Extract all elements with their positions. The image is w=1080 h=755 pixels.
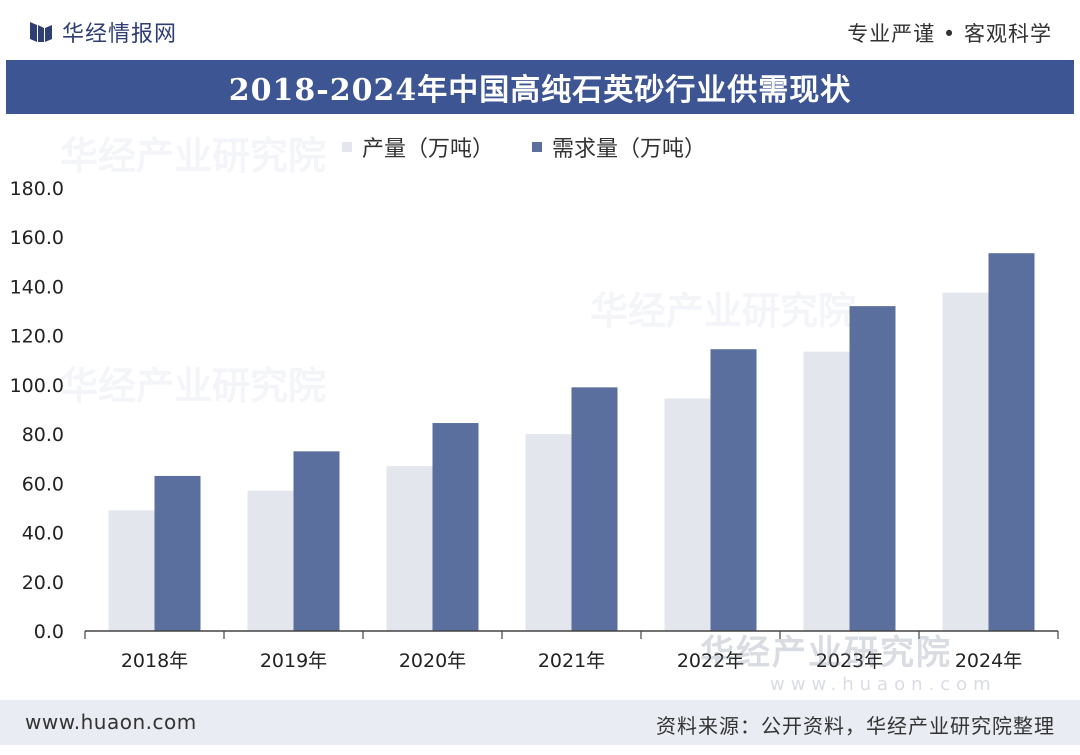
y-tick-label: 0.0 [34, 621, 64, 643]
y-tick-label: 20.0 [22, 572, 64, 594]
bar-demand [988, 253, 1035, 631]
y-tick-label: 120.0 [10, 326, 64, 348]
y-tick-label: 180.0 [10, 178, 64, 200]
bar-demand [571, 387, 618, 631]
brand-logo-icon [30, 22, 52, 42]
x-tick-label: 2020年 [399, 650, 466, 672]
bar-demand [849, 306, 896, 631]
legend-label-demand: 需求量（万吨） [552, 137, 707, 162]
bar-demand [293, 451, 340, 631]
bar-production [942, 292, 989, 631]
y-tick-label: 100.0 [10, 375, 64, 397]
bar-demand [710, 349, 757, 631]
y-tick-label: 60.0 [22, 473, 64, 495]
legend-swatch-demand [532, 142, 543, 152]
tagline: 专业严谨 • 客观科学 [847, 22, 1052, 46]
bar-production [664, 398, 711, 631]
x-tick-label: 2022年 [677, 650, 744, 672]
legend-label-production: 产量（万吨） [362, 137, 495, 162]
x-tick-label: 2024年 [955, 650, 1022, 672]
footer: www.huaon.com 资料来源：公开资料，华经产业研究院整理 [0, 700, 1080, 745]
y-tick-label: 160.0 [10, 227, 64, 249]
chart-title: 2018-2024年中国高纯石英砂行业供需现状 [228, 73, 852, 108]
brand-name: 华经情报网 [62, 22, 178, 47]
legend-item-production: 产量（万吨） [342, 131, 494, 163]
y-tick-label: 40.0 [22, 523, 64, 545]
legend-item-demand: 需求量（万吨） [532, 131, 706, 163]
top-bar: 华经情报网 专业严谨 • 客观科学 [0, 0, 1080, 60]
bar-production [386, 466, 433, 631]
legend-swatch-production [342, 142, 352, 152]
brand: 华经情报网 [30, 18, 178, 47]
footer-source: 资料来源：公开资料，华经产业研究院整理 [656, 714, 1055, 738]
chart-legend: 产量（万吨） 需求量（万吨） [342, 132, 744, 162]
bar-production [108, 510, 155, 631]
x-tick-label: 2023年 [816, 650, 883, 672]
watermark-url: www.huaon.com [770, 674, 997, 695]
y-tick-label: 140.0 [10, 276, 64, 298]
x-tick-label: 2018年 [121, 650, 188, 672]
bar-demand [154, 475, 201, 631]
bar-chart: 0.0 20.0 40.0 60.0 80.0 100.0 120.0 140.0 160.0 1… [10, 178, 1059, 672]
x-tick-label: 2021年 [538, 650, 605, 672]
bar-production [247, 490, 294, 631]
footer-url: www.huaon.com [25, 710, 197, 734]
title-banner: 2018-2024年中国高纯石英砂行业供需现状 [6, 60, 1074, 114]
y-tick-label: 80.0 [22, 424, 64, 446]
bar-production [525, 434, 572, 631]
bar-production [803, 351, 850, 631]
bar-demand [432, 423, 479, 631]
x-tick-label: 2019年 [260, 650, 327, 672]
